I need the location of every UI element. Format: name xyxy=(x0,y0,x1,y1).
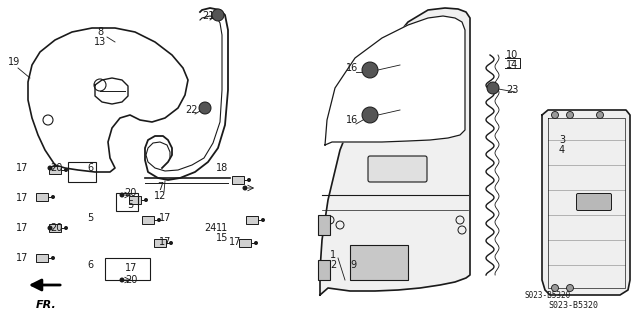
FancyBboxPatch shape xyxy=(577,194,611,211)
Text: 16: 16 xyxy=(346,115,358,125)
FancyBboxPatch shape xyxy=(36,193,48,201)
Circle shape xyxy=(362,107,378,123)
Circle shape xyxy=(254,241,258,245)
Polygon shape xyxy=(542,110,630,295)
Circle shape xyxy=(319,220,329,230)
Circle shape xyxy=(212,9,224,21)
Circle shape xyxy=(243,186,248,190)
Text: 19: 19 xyxy=(8,57,20,67)
Text: 12: 12 xyxy=(154,191,166,201)
FancyBboxPatch shape xyxy=(49,166,61,174)
Text: 17: 17 xyxy=(16,193,28,203)
Text: 17: 17 xyxy=(16,163,28,173)
Circle shape xyxy=(249,217,255,223)
Text: 24: 24 xyxy=(204,223,216,233)
Text: S023-B5320: S023-B5320 xyxy=(548,300,598,309)
Circle shape xyxy=(566,285,573,292)
FancyBboxPatch shape xyxy=(368,156,427,182)
Text: 22: 22 xyxy=(185,105,197,115)
Text: 20: 20 xyxy=(50,223,62,233)
Text: 8: 8 xyxy=(97,27,103,37)
Text: 7: 7 xyxy=(157,182,163,192)
Text: 4: 4 xyxy=(559,145,565,155)
Text: 6: 6 xyxy=(87,260,93,270)
FancyBboxPatch shape xyxy=(142,216,154,224)
Circle shape xyxy=(487,82,499,94)
Text: 16: 16 xyxy=(346,63,358,73)
Text: 20: 20 xyxy=(50,163,62,173)
Circle shape xyxy=(144,198,148,202)
FancyBboxPatch shape xyxy=(318,215,330,235)
Text: 17: 17 xyxy=(159,213,171,223)
Text: 17: 17 xyxy=(125,263,137,273)
Circle shape xyxy=(157,240,163,246)
Circle shape xyxy=(242,240,248,246)
Circle shape xyxy=(51,195,55,199)
Text: 3: 3 xyxy=(559,135,565,145)
Circle shape xyxy=(47,166,52,170)
Circle shape xyxy=(247,178,251,182)
Text: 13: 13 xyxy=(94,37,106,47)
Text: FR.: FR. xyxy=(36,300,56,310)
Circle shape xyxy=(319,265,329,275)
Text: 18: 18 xyxy=(216,163,228,173)
Circle shape xyxy=(362,62,378,78)
Circle shape xyxy=(566,112,573,118)
Text: 2: 2 xyxy=(330,260,336,270)
Circle shape xyxy=(52,225,58,231)
Text: 15: 15 xyxy=(216,233,228,243)
Circle shape xyxy=(64,226,68,230)
Circle shape xyxy=(132,197,138,203)
Circle shape xyxy=(552,112,559,118)
Text: 11: 11 xyxy=(216,223,228,233)
Circle shape xyxy=(381,162,395,176)
Text: 17: 17 xyxy=(159,237,171,247)
FancyBboxPatch shape xyxy=(154,239,166,247)
Text: 23: 23 xyxy=(506,85,518,95)
Circle shape xyxy=(52,167,58,173)
Text: 1: 1 xyxy=(330,250,336,260)
Text: 17: 17 xyxy=(16,223,28,233)
Polygon shape xyxy=(320,8,470,295)
Circle shape xyxy=(199,102,211,114)
FancyBboxPatch shape xyxy=(232,176,244,184)
Circle shape xyxy=(261,218,265,222)
Text: 20: 20 xyxy=(124,188,136,198)
Circle shape xyxy=(169,241,173,245)
Text: 10: 10 xyxy=(506,50,518,60)
Circle shape xyxy=(552,285,559,292)
Circle shape xyxy=(120,278,125,283)
Text: 14: 14 xyxy=(506,60,518,70)
FancyBboxPatch shape xyxy=(246,216,258,224)
Text: 20: 20 xyxy=(125,275,137,285)
FancyBboxPatch shape xyxy=(318,260,330,280)
Circle shape xyxy=(39,194,45,200)
Text: 17: 17 xyxy=(16,253,28,263)
Circle shape xyxy=(64,168,68,172)
FancyBboxPatch shape xyxy=(36,254,48,262)
Circle shape xyxy=(120,192,125,197)
Circle shape xyxy=(596,112,604,118)
Text: 9: 9 xyxy=(350,260,356,270)
FancyBboxPatch shape xyxy=(239,239,251,247)
Text: S023-B5320: S023-B5320 xyxy=(525,291,571,300)
Text: 17: 17 xyxy=(229,237,241,247)
Circle shape xyxy=(51,256,55,260)
FancyBboxPatch shape xyxy=(129,196,141,204)
Circle shape xyxy=(235,177,241,183)
Circle shape xyxy=(47,226,52,231)
FancyBboxPatch shape xyxy=(49,224,61,232)
Polygon shape xyxy=(325,16,465,145)
Text: 6: 6 xyxy=(87,163,93,173)
Circle shape xyxy=(39,255,45,261)
Circle shape xyxy=(145,217,151,223)
Text: 5: 5 xyxy=(87,213,93,223)
Circle shape xyxy=(157,218,161,222)
Text: 21: 21 xyxy=(202,11,214,21)
Text: 5: 5 xyxy=(127,200,133,210)
FancyBboxPatch shape xyxy=(350,245,408,280)
